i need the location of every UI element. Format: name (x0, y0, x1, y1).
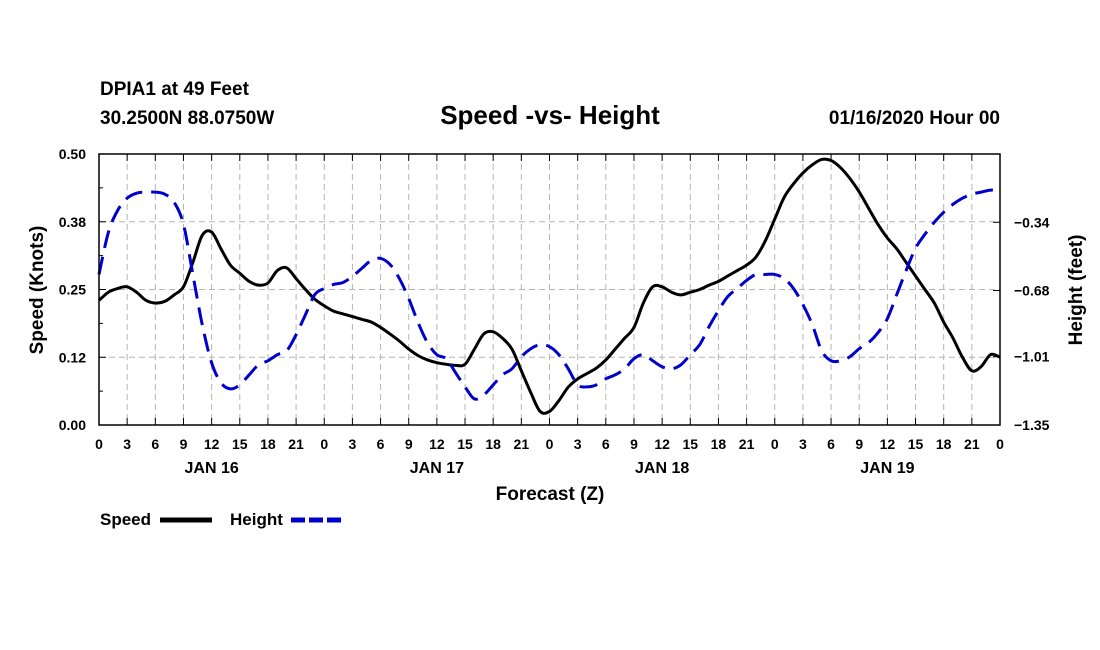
series-layer (97, 157, 1001, 415)
station-label: DPIA1 at 49 Feet (100, 79, 250, 100)
x-tick-label: 12 (880, 436, 896, 452)
x-tick-label: 0 (996, 436, 1004, 452)
day-label: JAN 17 (410, 460, 464, 477)
legend: Speed Height (100, 510, 343, 529)
day-label: JAN 18 (635, 460, 689, 477)
x-tick-label: 15 (682, 436, 698, 452)
x-tick-label: 6 (602, 436, 610, 452)
y-tick-label: 0.25 (59, 282, 86, 298)
x-tick-label: 9 (180, 436, 188, 452)
x-tick-label: 3 (349, 436, 357, 452)
day-label: JAN 19 (860, 460, 914, 477)
y2-axis-title: Height (feet) (1066, 235, 1087, 346)
x-tick-label: 15 (232, 436, 248, 452)
y-tick-label: 0.50 (59, 146, 86, 162)
y-tick-label: 0.38 (59, 214, 86, 230)
grid-layer (99, 154, 1000, 425)
x-tick-label: 15 (908, 436, 924, 452)
y-axis-title: Speed (Knots) (27, 226, 48, 355)
x-tick-label: 9 (630, 436, 638, 452)
x-tick-label: 12 (429, 436, 445, 452)
legend-label-speed: Speed (100, 510, 151, 529)
x-tick-label: 6 (377, 436, 385, 452)
legend-label-height: Height (230, 510, 283, 529)
x-tick-label: 0 (546, 436, 554, 452)
x-tick-label: 18 (260, 436, 276, 452)
x-tick-label: 6 (151, 436, 159, 452)
y2-tick-label: −0.34 (1014, 214, 1050, 230)
axes-layer: 0 3 6 9 12 15 18 21 0 3 6 9 12 15 18 21 0 3 6 9 12 15 18 21 0 3 6 9… (59, 146, 1050, 477)
y-tick-label: 0.00 (59, 417, 86, 433)
datetime-label: 01/16/2020 Hour 00 (829, 108, 1000, 129)
x-tick-label: 12 (204, 436, 220, 452)
x-tick-label: 6 (827, 436, 835, 452)
x-tick-label: 0 (320, 436, 328, 452)
series-line-speed (97, 157, 1001, 415)
x-tick-label: 3 (574, 436, 582, 452)
y2-tick-label: −1.01 (1014, 349, 1050, 365)
coords-label: 30.2500N 88.0750W (100, 108, 274, 129)
chart-title: Speed -vs- Height (440, 100, 660, 130)
x-tick-label: 12 (654, 436, 670, 452)
day-label: JAN 16 (185, 460, 239, 477)
x-tick-label: 18 (711, 436, 727, 452)
x-tick-label: 21 (288, 436, 304, 452)
x-tick-label: 21 (964, 436, 980, 452)
y2-tick-label: −0.68 (1014, 283, 1050, 299)
x-tick-label: 9 (855, 436, 863, 452)
series-line-height (97, 188, 1001, 401)
x-tick-label: 9 (405, 436, 413, 452)
x-tick-label: 21 (739, 436, 755, 452)
y2-tick-label: −1.35 (1014, 417, 1050, 433)
x-tick-label: 18 (936, 436, 952, 452)
x-axis-title: Forecast (Z) (496, 484, 605, 505)
x-tick-label: 0 (95, 436, 103, 452)
x-tick-label: 15 (457, 436, 473, 452)
y-tick-label: 0.12 (59, 349, 86, 365)
x-tick-label: 21 (514, 436, 530, 452)
x-tick-label: 18 (485, 436, 501, 452)
x-tick-label: 0 (771, 436, 779, 452)
x-tick-label: 3 (799, 436, 807, 452)
x-tick-label: 3 (123, 436, 131, 452)
